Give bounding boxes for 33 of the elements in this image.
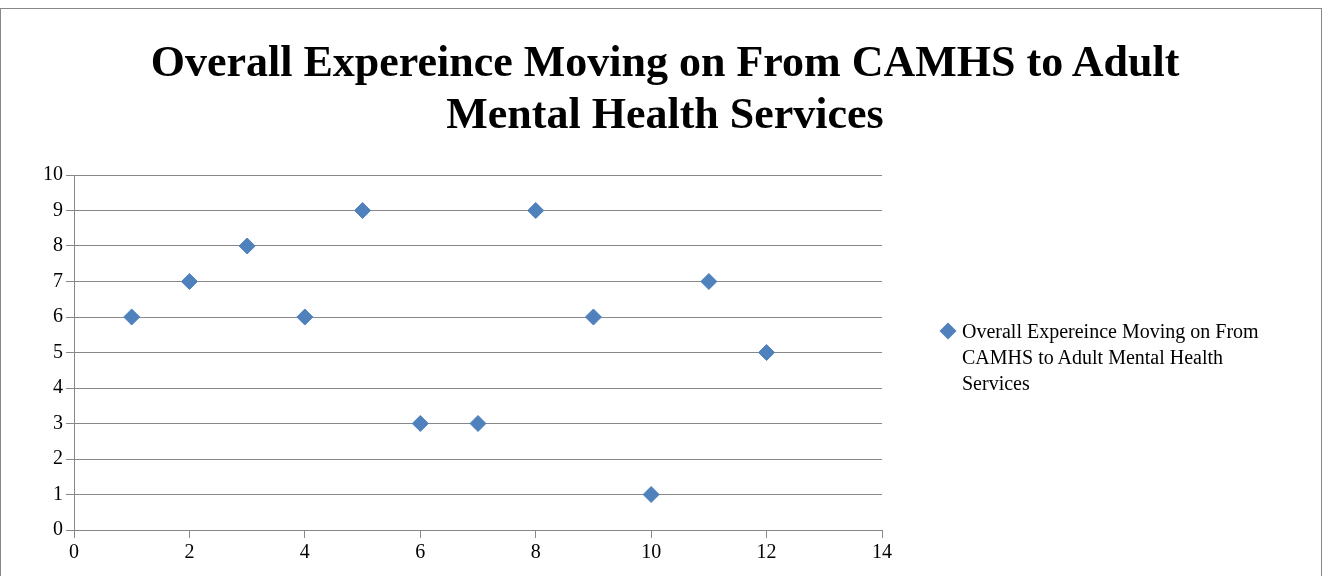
x-tick-label: 12 [756,540,777,563]
point [238,237,256,255]
y-tick-label: 7 [53,268,63,291]
point [123,308,141,326]
point [642,486,660,503]
y-tick-label: 5 [53,339,63,362]
point [411,415,429,432]
y-tick-label: 6 [53,304,63,327]
y-tick-label: 3 [53,410,63,433]
chart-title: Overall Expereince Moving on From CAMHS to Adult Mental Health Services [150,36,1180,140]
legend-label: Overall Expereince Moving on From CAMHS to Adult Mental Health Services [962,319,1260,396]
point [700,273,718,290]
y-tick-label: 4 [53,375,63,398]
x-tick-label: 0 [69,540,79,563]
x-tick-label: 10 [641,540,662,563]
x-tick-label: 2 [184,540,195,563]
y-tick-label: 10 [43,162,63,185]
y-tick-label: 0 [53,517,63,540]
y-tick-label: 9 [53,197,63,220]
x-tick-label: 14 [872,540,892,563]
x-tick-label: 4 [299,540,310,563]
point [527,202,545,219]
x-tick-label: 8 [530,540,541,563]
point [296,308,314,326]
point [180,273,198,290]
point [354,202,372,219]
point [758,344,776,361]
x-tick-label: 6 [415,540,426,563]
y-tick-label: 1 [53,481,63,504]
point [469,415,487,432]
y-tick-label: 2 [53,446,63,469]
y-tick-label: 8 [53,233,63,256]
point [584,308,602,326]
